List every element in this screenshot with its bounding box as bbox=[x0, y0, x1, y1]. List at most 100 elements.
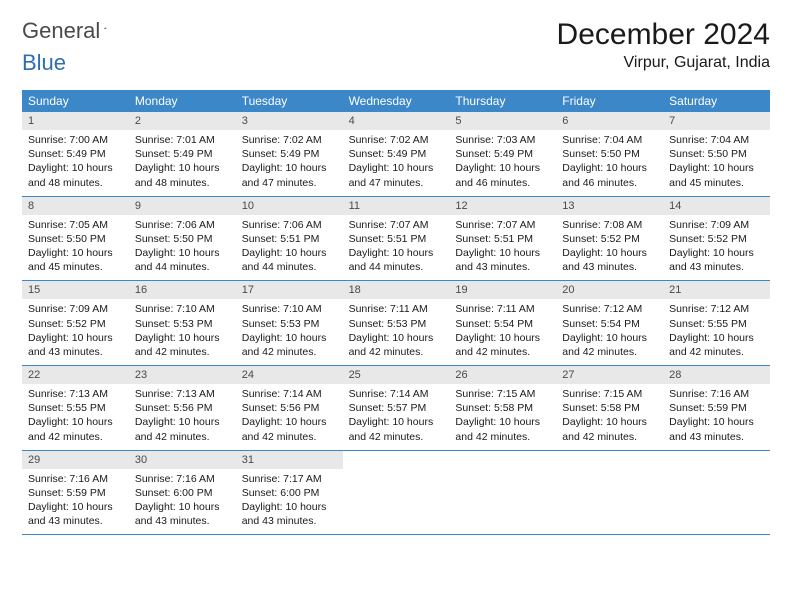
calendar-day: 8Sunrise: 7:05 AMSunset: 5:50 PMDaylight… bbox=[22, 197, 129, 281]
sunset-text: Sunset: 5:51 PM bbox=[455, 232, 550, 246]
daylight-text-2: and 46 minutes. bbox=[455, 176, 550, 190]
day-content: Sunrise: 7:07 AMSunset: 5:51 PMDaylight:… bbox=[449, 215, 556, 281]
sunset-text: Sunset: 5:58 PM bbox=[562, 401, 657, 415]
daylight-text-2: and 47 minutes. bbox=[349, 176, 444, 190]
day-headers: Sunday Monday Tuesday Wednesday Thursday… bbox=[22, 90, 770, 112]
sunset-text: Sunset: 5:52 PM bbox=[669, 232, 764, 246]
daylight-text-1: Daylight: 10 hours bbox=[28, 331, 123, 345]
daylight-text-1: Daylight: 10 hours bbox=[455, 246, 550, 260]
calendar-day: 20Sunrise: 7:12 AMSunset: 5:54 PMDayligh… bbox=[556, 281, 663, 365]
sunset-text: Sunset: 5:50 PM bbox=[135, 232, 230, 246]
day-number: 3 bbox=[236, 112, 343, 130]
calendar-week: 8Sunrise: 7:05 AMSunset: 5:50 PMDaylight… bbox=[22, 197, 770, 282]
day-content: Sunrise: 7:17 AMSunset: 6:00 PMDaylight:… bbox=[236, 469, 343, 535]
sunrise-text: Sunrise: 7:10 AM bbox=[242, 302, 337, 316]
title-block: December 2024 Virpur, Gujarat, India bbox=[557, 18, 770, 72]
day-number: 20 bbox=[556, 281, 663, 299]
daylight-text-2: and 42 minutes. bbox=[349, 430, 444, 444]
day-header-fri: Friday bbox=[556, 90, 663, 112]
sunrise-text: Sunrise: 7:01 AM bbox=[135, 133, 230, 147]
calendar-body: 1Sunrise: 7:00 AMSunset: 5:49 PMDaylight… bbox=[22, 112, 770, 535]
daylight-text-2: and 45 minutes. bbox=[28, 260, 123, 274]
sunset-text: Sunset: 5:50 PM bbox=[669, 147, 764, 161]
day-number bbox=[343, 451, 450, 457]
day-content: Sunrise: 7:06 AMSunset: 5:50 PMDaylight:… bbox=[129, 215, 236, 281]
daylight-text-2: and 42 minutes. bbox=[455, 345, 550, 359]
daylight-text-1: Daylight: 10 hours bbox=[562, 246, 657, 260]
calendar-day: 30Sunrise: 7:16 AMSunset: 6:00 PMDayligh… bbox=[129, 451, 236, 535]
sunset-text: Sunset: 5:56 PM bbox=[135, 401, 230, 415]
daylight-text-2: and 47 minutes. bbox=[242, 176, 337, 190]
daylight-text-1: Daylight: 10 hours bbox=[349, 161, 444, 175]
logo: General bbox=[22, 18, 124, 44]
sunrise-text: Sunrise: 7:11 AM bbox=[349, 302, 444, 316]
sunset-text: Sunset: 5:56 PM bbox=[242, 401, 337, 415]
day-content: Sunrise: 7:06 AMSunset: 5:51 PMDaylight:… bbox=[236, 215, 343, 281]
sunset-text: Sunset: 5:53 PM bbox=[242, 317, 337, 331]
day-content: Sunrise: 7:00 AMSunset: 5:49 PMDaylight:… bbox=[22, 130, 129, 196]
sunset-text: Sunset: 5:49 PM bbox=[28, 147, 123, 161]
day-number bbox=[663, 451, 770, 457]
sunset-text: Sunset: 6:00 PM bbox=[135, 486, 230, 500]
calendar-day: 9Sunrise: 7:06 AMSunset: 5:50 PMDaylight… bbox=[129, 197, 236, 281]
sunrise-text: Sunrise: 7:04 AM bbox=[669, 133, 764, 147]
day-content: Sunrise: 7:10 AMSunset: 5:53 PMDaylight:… bbox=[236, 299, 343, 365]
day-header-thu: Thursday bbox=[449, 90, 556, 112]
daylight-text-2: and 42 minutes. bbox=[562, 345, 657, 359]
daylight-text-2: and 42 minutes. bbox=[669, 345, 764, 359]
daylight-text-1: Daylight: 10 hours bbox=[562, 161, 657, 175]
day-header-sat: Saturday bbox=[663, 90, 770, 112]
daylight-text-2: and 46 minutes. bbox=[562, 176, 657, 190]
daylight-text-2: and 42 minutes. bbox=[242, 345, 337, 359]
day-content: Sunrise: 7:15 AMSunset: 5:58 PMDaylight:… bbox=[449, 384, 556, 450]
sunset-text: Sunset: 5:54 PM bbox=[562, 317, 657, 331]
day-number: 21 bbox=[663, 281, 770, 299]
day-number: 13 bbox=[556, 197, 663, 215]
calendar-day: 22Sunrise: 7:13 AMSunset: 5:55 PMDayligh… bbox=[22, 366, 129, 450]
sunrise-text: Sunrise: 7:12 AM bbox=[562, 302, 657, 316]
sunset-text: Sunset: 5:51 PM bbox=[349, 232, 444, 246]
calendar-day: 21Sunrise: 7:12 AMSunset: 5:55 PMDayligh… bbox=[663, 281, 770, 365]
sunset-text: Sunset: 5:49 PM bbox=[135, 147, 230, 161]
daylight-text-2: and 44 minutes. bbox=[349, 260, 444, 274]
daylight-text-1: Daylight: 10 hours bbox=[242, 246, 337, 260]
sunrise-text: Sunrise: 7:06 AM bbox=[242, 218, 337, 232]
day-content: Sunrise: 7:13 AMSunset: 5:55 PMDaylight:… bbox=[22, 384, 129, 450]
calendar-day: 7Sunrise: 7:04 AMSunset: 5:50 PMDaylight… bbox=[663, 112, 770, 196]
sunrise-text: Sunrise: 7:13 AM bbox=[28, 387, 123, 401]
day-number: 29 bbox=[22, 451, 129, 469]
day-content: Sunrise: 7:14 AMSunset: 5:57 PMDaylight:… bbox=[343, 384, 450, 450]
day-number: 16 bbox=[129, 281, 236, 299]
daylight-text-2: and 42 minutes. bbox=[349, 345, 444, 359]
calendar-day bbox=[556, 451, 663, 535]
day-number: 14 bbox=[663, 197, 770, 215]
day-number: 26 bbox=[449, 366, 556, 384]
daylight-text-1: Daylight: 10 hours bbox=[242, 331, 337, 345]
daylight-text-2: and 48 minutes. bbox=[28, 176, 123, 190]
calendar-day: 5Sunrise: 7:03 AMSunset: 5:49 PMDaylight… bbox=[449, 112, 556, 196]
sunset-text: Sunset: 6:00 PM bbox=[242, 486, 337, 500]
daylight-text-1: Daylight: 10 hours bbox=[669, 161, 764, 175]
day-content: Sunrise: 7:02 AMSunset: 5:49 PMDaylight:… bbox=[236, 130, 343, 196]
day-content: Sunrise: 7:15 AMSunset: 5:58 PMDaylight:… bbox=[556, 384, 663, 450]
daylight-text-1: Daylight: 10 hours bbox=[455, 161, 550, 175]
sunset-text: Sunset: 5:52 PM bbox=[562, 232, 657, 246]
calendar-day: 4Sunrise: 7:02 AMSunset: 5:49 PMDaylight… bbox=[343, 112, 450, 196]
daylight-text-1: Daylight: 10 hours bbox=[135, 161, 230, 175]
daylight-text-1: Daylight: 10 hours bbox=[242, 415, 337, 429]
day-number: 17 bbox=[236, 281, 343, 299]
daylight-text-1: Daylight: 10 hours bbox=[669, 415, 764, 429]
day-content: Sunrise: 7:03 AMSunset: 5:49 PMDaylight:… bbox=[449, 130, 556, 196]
sunrise-text: Sunrise: 7:05 AM bbox=[28, 218, 123, 232]
sunset-text: Sunset: 5:50 PM bbox=[562, 147, 657, 161]
calendar-day: 19Sunrise: 7:11 AMSunset: 5:54 PMDayligh… bbox=[449, 281, 556, 365]
day-content: Sunrise: 7:16 AMSunset: 5:59 PMDaylight:… bbox=[22, 469, 129, 535]
month-title: December 2024 bbox=[557, 18, 770, 52]
daylight-text-2: and 42 minutes. bbox=[562, 430, 657, 444]
daylight-text-2: and 48 minutes. bbox=[135, 176, 230, 190]
daylight-text-2: and 42 minutes. bbox=[455, 430, 550, 444]
daylight-text-1: Daylight: 10 hours bbox=[669, 331, 764, 345]
daylight-text-2: and 43 minutes. bbox=[135, 514, 230, 528]
sunset-text: Sunset: 5:49 PM bbox=[242, 147, 337, 161]
sunrise-text: Sunrise: 7:02 AM bbox=[242, 133, 337, 147]
